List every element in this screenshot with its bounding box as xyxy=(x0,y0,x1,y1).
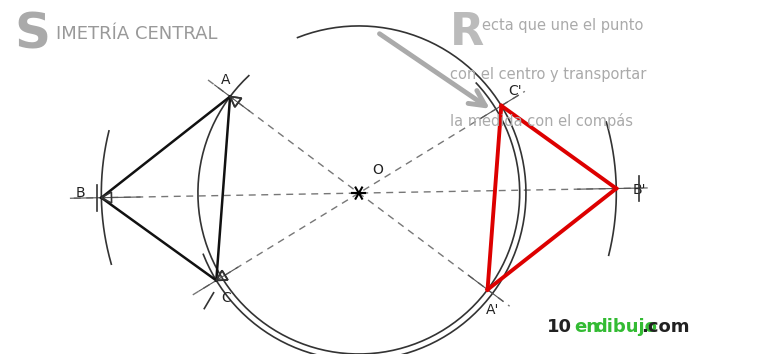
Text: S: S xyxy=(14,11,50,59)
Text: A': A' xyxy=(486,303,499,316)
Text: con el centro y transportar: con el centro y transportar xyxy=(450,67,646,82)
Text: O: O xyxy=(372,162,383,177)
Text: dibujo: dibujo xyxy=(594,318,657,336)
Text: B': B' xyxy=(633,183,647,197)
Text: la medida con el compás: la medida con el compás xyxy=(450,113,633,129)
Text: R: R xyxy=(450,11,484,53)
Text: C': C' xyxy=(509,84,522,98)
Text: 10: 10 xyxy=(547,318,572,336)
Text: C: C xyxy=(221,291,231,306)
Text: IMETRÍA CENTRAL: IMETRÍA CENTRAL xyxy=(56,25,218,43)
Text: .com: .com xyxy=(641,318,690,336)
Text: A: A xyxy=(221,73,230,87)
Text: en: en xyxy=(574,318,599,336)
Text: ecta que une el punto: ecta que une el punto xyxy=(482,18,643,33)
Text: B: B xyxy=(75,186,84,200)
